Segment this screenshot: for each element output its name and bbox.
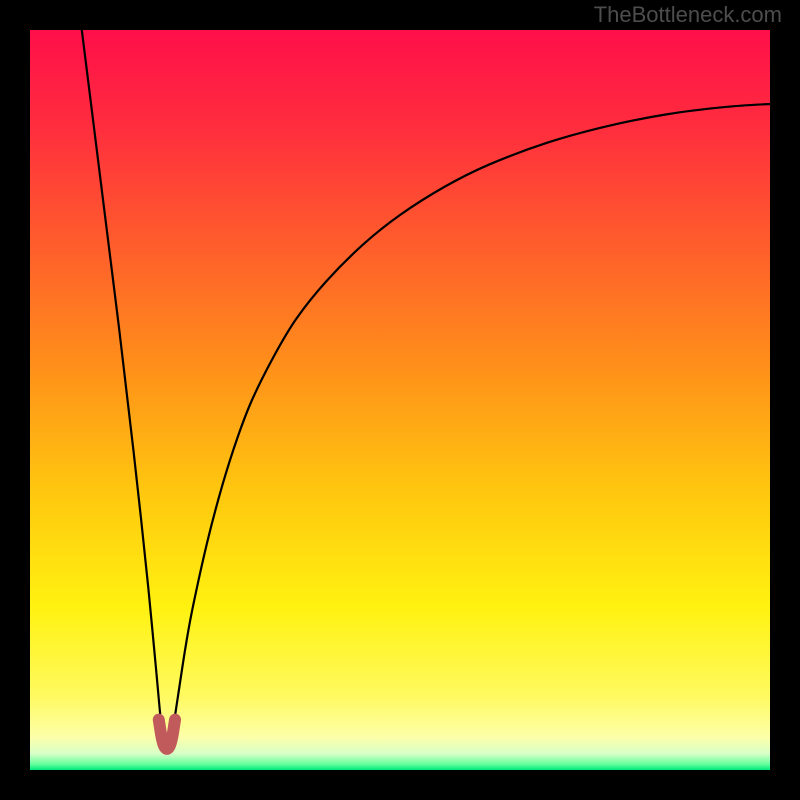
watermark-text: TheBottleneck.com (594, 2, 782, 28)
bottleneck-chart (0, 0, 800, 800)
chart-frame: TheBottleneck.com (0, 0, 800, 800)
plot-background (30, 30, 770, 770)
